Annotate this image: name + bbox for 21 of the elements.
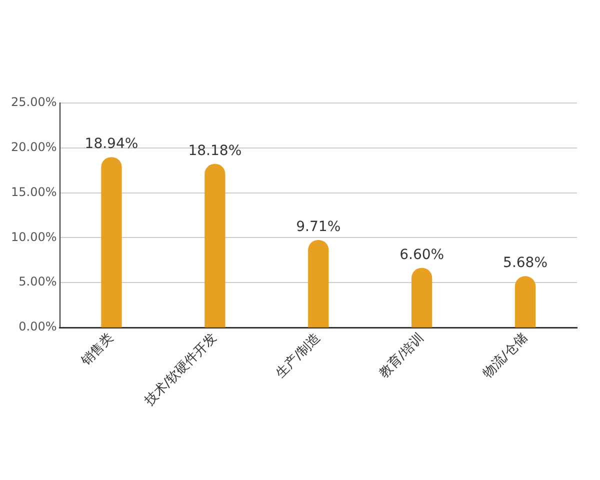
x-tick-label: 技术/软硬件开发 — [141, 330, 220, 410]
bar — [308, 240, 329, 328]
x-tick-label: 物流/仓储 — [479, 330, 530, 382]
x-tick-label: 教育/培训 — [376, 330, 428, 382]
y-tick-label: 0.00% — [18, 320, 57, 334]
data-label: 6.60% — [400, 246, 444, 263]
data-label: 18.18% — [188, 142, 242, 159]
bar — [514, 276, 536, 328]
x-tick-label: 生产/制造 — [273, 330, 324, 382]
bar — [411, 268, 432, 328]
y-tick-label: 15.00% — [10, 184, 57, 199]
data-label: 18.94% — [84, 136, 138, 152]
bar — [204, 164, 226, 328]
x-tick-label: 销售类 — [78, 330, 117, 370]
data-label: 5.68% — [503, 255, 548, 272]
y-tick-label: 20.00% — [10, 140, 57, 154]
bar — [101, 157, 122, 328]
y-tick-label: 10.00% — [10, 230, 57, 244]
y-tick-label: 25.00% — [10, 95, 57, 110]
data-label: 9.71% — [296, 218, 341, 235]
y-tick-label: 5.00% — [18, 274, 57, 289]
